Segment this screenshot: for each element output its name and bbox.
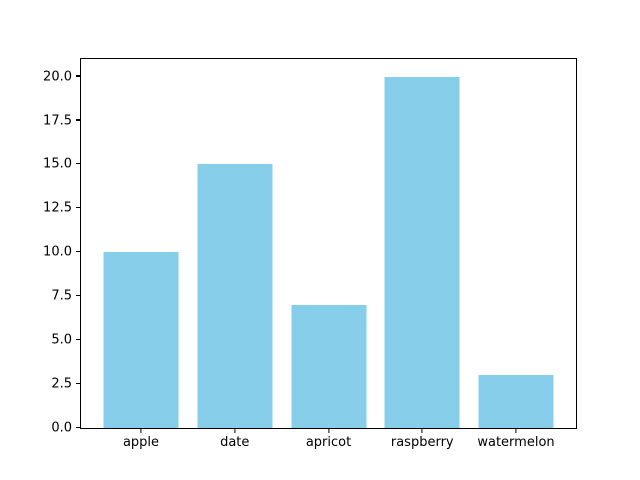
plot-area: 0.0 2.5 5.0 7.5 10.0 12.5 15.0 17.5 20.0 apple dat… — [43, 58, 577, 449]
x-tick-mark — [234, 428, 236, 433]
x-tick-mark — [421, 428, 423, 433]
x-tick-label-date: date — [220, 435, 250, 450]
y-tick-mark — [76, 163, 81, 165]
y-tick-label: 5.0 — [51, 332, 72, 348]
y-tick-label: 12.5 — [43, 200, 72, 216]
y-tick-mark — [76, 382, 81, 385]
bar-raspberry — [384, 76, 460, 428]
y-tick-label: 2.5 — [51, 376, 72, 392]
y-tick-mark — [76, 338, 81, 341]
y-tick-mark — [76, 426, 81, 428]
y-tick-label: 17.5 — [43, 113, 72, 128]
y-tick-mark — [76, 295, 81, 297]
x-tick-label-apple: apple — [122, 435, 160, 450]
x-tick-label-apricot: apricot — [305, 435, 352, 450]
y-tick-mark — [76, 119, 81, 121]
x-tick-mark — [515, 428, 517, 433]
y-tick-mark — [76, 75, 81, 77]
x-tick-label-raspberry: raspberry — [390, 435, 454, 450]
bar-apricot — [291, 305, 366, 428]
x-tick-mark — [140, 428, 142, 433]
y-tick-label: 10.0 — [43, 244, 72, 260]
bar-watermelon — [478, 375, 554, 428]
x-tick-label-watermelon: watermelon — [477, 435, 555, 450]
y-tick-mark — [76, 207, 81, 209]
x-tick-mark — [327, 428, 330, 433]
y-tick-label: 7.5 — [51, 288, 72, 304]
y-tick-label: 15.0 — [43, 156, 72, 172]
y-tick-label: 20.0 — [43, 69, 72, 85]
y-tick-label: 0.0 — [51, 420, 72, 436]
bar-date — [197, 164, 273, 428]
bar-apple — [103, 252, 179, 428]
y-tick-mark — [76, 251, 81, 253]
